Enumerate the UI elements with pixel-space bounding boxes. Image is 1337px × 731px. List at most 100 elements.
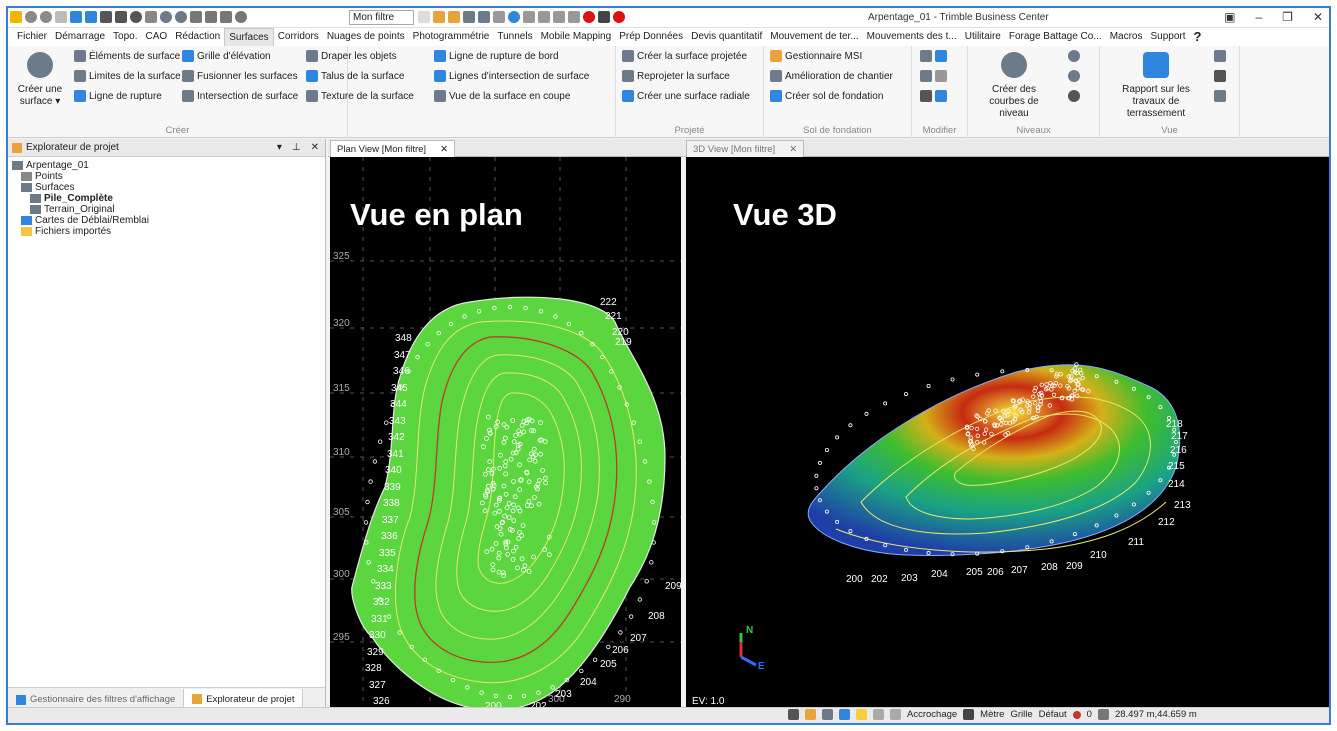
undo-icon[interactable] — [25, 11, 37, 23]
ribbon-item[interactable]: Amélioration de chantier — [770, 70, 893, 82]
view-tool[interactable] — [1214, 90, 1226, 102]
unit-label[interactable]: Mètre — [980, 709, 1005, 720]
menu-item[interactable]: Corridors — [277, 31, 319, 42]
menu-item[interactable]: Rédaction — [175, 31, 221, 42]
earthworks-report-button[interactable]: Rapport sur les travaux de terrassement — [1106, 52, 1206, 120]
maximize-icon[interactable]: ❐ — [1282, 10, 1293, 24]
filter-select[interactable]: Mon filtre — [349, 10, 414, 25]
close-icon[interactable]: ✕ — [789, 143, 798, 155]
menu-item[interactable]: Démarrage — [55, 31, 106, 42]
color-icon[interactable] — [448, 11, 460, 23]
zoom-icon[interactable] — [175, 11, 187, 23]
ortho-icon[interactable] — [890, 709, 901, 720]
tree-item[interactable]: Pile_Complète — [12, 193, 325, 204]
menu-item[interactable]: Forage Battage Co... — [1008, 31, 1102, 42]
minimize-icon[interactable]: – — [1255, 10, 1263, 24]
modify-tool-icon[interactable] — [920, 50, 932, 62]
rectangle-icon[interactable] — [493, 11, 505, 23]
ribbon-item[interactable]: Ligne de rupture de bord — [434, 50, 559, 62]
new-icon[interactable] — [55, 11, 67, 23]
redo-icon[interactable] — [40, 11, 52, 23]
filter-dropdown-icon[interactable] — [418, 11, 430, 23]
menu-item[interactable]: Utilitaire — [964, 31, 1001, 42]
ribbon-item[interactable]: Gestionnaire MSI — [770, 50, 862, 62]
ribbon-item[interactable]: Draper les objets — [306, 50, 397, 62]
compass-icon[interactable] — [508, 11, 520, 23]
status-tool-icon[interactable] — [839, 709, 850, 720]
ribbon-item[interactable]: Créer sol de fondation — [770, 90, 883, 102]
menu-item[interactable]: Tunnels — [497, 31, 533, 42]
menu-item[interactable]: Nuages de points — [326, 31, 405, 42]
print-icon[interactable] — [115, 11, 127, 23]
close-icon[interactable]: ✕ — [1312, 10, 1323, 24]
surface-edit-icon[interactable] — [478, 11, 490, 23]
stop-icon[interactable] — [598, 11, 610, 23]
tree-item[interactable]: Terrain_Original — [12, 204, 325, 215]
menu-item[interactable]: Mobile Mapping — [540, 31, 612, 42]
view-icon[interactable] — [205, 11, 217, 23]
modify-tool-icon[interactable] — [920, 70, 932, 82]
levels-tool[interactable] — [1068, 70, 1080, 82]
line-icon[interactable] — [553, 11, 565, 23]
box-icon[interactable] — [523, 11, 535, 23]
3d-view[interactable]: 218 217 216 215 214 213 212 211 210 209 208 207 206 2… — [686, 157, 1329, 711]
tree-item[interactable]: Cartes de Déblai/Remblai — [12, 215, 325, 226]
menu-item[interactable]: Photogrammétrie — [412, 31, 490, 42]
pen-icon[interactable] — [568, 11, 580, 23]
modify-tool-icon[interactable] — [935, 50, 947, 62]
import-icon[interactable] — [85, 11, 97, 23]
ribbon-item[interactable]: Vue de la surface en coupe — [434, 90, 570, 102]
ribbon-item[interactable]: Ligne de rupture — [74, 90, 162, 102]
status-tool-icon[interactable] — [805, 709, 816, 720]
surface-icon[interactable] — [160, 11, 172, 23]
ribbon-item[interactable]: Fusionner les surfaces — [182, 70, 298, 82]
measure-icon[interactable] — [538, 11, 550, 23]
record-icon[interactable] — [583, 11, 595, 23]
tab-plan-view[interactable]: Plan View [Mon filtre] ✕ — [330, 140, 456, 157]
angle-icon[interactable] — [873, 709, 884, 720]
ribbon-item[interactable]: Grille d'élévation — [182, 50, 271, 62]
grid-snap-icon[interactable] — [856, 709, 867, 720]
tab-3d-view[interactable]: 3D View [Mon filtre] ✕ — [686, 140, 805, 157]
ribbon-item[interactable]: Texture de la surface — [306, 90, 414, 102]
grid-label[interactable]: Grille — [1010, 709, 1033, 720]
tree-item[interactable]: Surfaces — [12, 182, 325, 193]
ribbon-item[interactable]: Reprojeter la surface — [622, 70, 730, 82]
tree-item[interactable]: Points — [12, 171, 325, 182]
default-label[interactable]: Défaut — [1038, 709, 1067, 720]
tree-item[interactable]: Fichiers importés — [12, 226, 325, 237]
tree-item[interactable]: Arpentage_01 — [12, 160, 325, 171]
help-icon[interactable]: ? — [1193, 29, 1202, 44]
menu-item[interactable]: Devis quantitatif — [691, 31, 763, 42]
ribbon-item[interactable]: Lignes d'intersection de surface — [434, 70, 589, 82]
modify-tool-icon[interactable] — [920, 90, 932, 102]
snap-toggle[interactable]: Accrochage — [907, 709, 958, 720]
ribbon-item[interactable]: Créer la surface projetée — [622, 50, 747, 62]
layers-icon[interactable] — [145, 11, 157, 23]
ribbon-item[interactable]: Éléments de surface — [74, 50, 180, 62]
menu-item[interactable]: Fichier — [17, 31, 48, 42]
select-icon[interactable] — [433, 11, 445, 23]
menu-item[interactable]: Macros — [1109, 31, 1143, 42]
levels-tool[interactable] — [1068, 90, 1080, 102]
menu-item[interactable]: Prép Données — [619, 31, 684, 42]
open-icon[interactable] — [70, 11, 82, 23]
restore-icon[interactable]: ▣ — [1224, 10, 1236, 24]
plan-view[interactable]: 325 320 315 310 305 300 295 290 300 348 347 346 345… — [330, 157, 681, 711]
menu-item[interactable]: Support — [1150, 31, 1186, 42]
pin-icon[interactable]: ⊥ — [291, 142, 301, 153]
dropdown-icon[interactable]: ▾ — [276, 142, 282, 153]
close-icon[interactable]: ✕ — [440, 143, 449, 155]
close-icon[interactable]: ✕ — [310, 142, 319, 153]
settings-icon[interactable] — [130, 11, 142, 23]
view-tool[interactable] — [1214, 50, 1226, 62]
save-icon[interactable] — [100, 11, 112, 23]
image-icon[interactable] — [220, 11, 232, 23]
cancel-icon[interactable] — [613, 11, 625, 23]
modify-tool-icon[interactable] — [935, 90, 947, 102]
ribbon-item[interactable]: Talus de la surface — [306, 70, 404, 82]
view-tool[interactable] — [1214, 70, 1226, 82]
status-tool-icon[interactable] — [788, 709, 799, 720]
eye-icon[interactable] — [235, 11, 247, 23]
menu-item[interactable]: Mouvement de ter... — [770, 31, 859, 42]
